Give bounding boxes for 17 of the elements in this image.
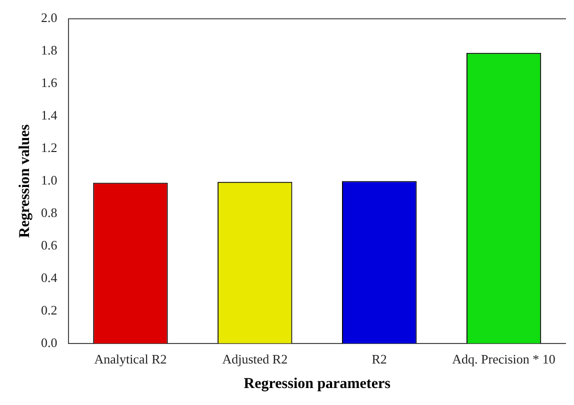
x-tick-label: R2 (372, 352, 387, 367)
y-tick-label: 2.0 (41, 10, 58, 26)
y-tick-label: 1.8 (41, 42, 58, 58)
y-tick-label: 1.6 (41, 75, 58, 90)
x-tick-label: Adjusted R2 (222, 352, 288, 367)
y-tick-label: 0.2 (41, 302, 58, 318)
x-axis-title: Regression parameters (244, 376, 391, 392)
x-tick-label: Adq. Precision * 10 (452, 352, 556, 367)
x-tick-label: Analytical R2 (94, 352, 167, 367)
y-tick-label: 0.4 (41, 270, 58, 285)
y-tick-label: 1.2 (41, 140, 58, 156)
y-tick-label: 0.8 (41, 204, 58, 220)
y-tick-label: 0.0 (41, 334, 58, 350)
y-tick-label: 0.6 (41, 237, 58, 252)
y-tick-label: 1.0 (41, 172, 58, 188)
y-axis-title: Regression values (16, 124, 33, 238)
y-tick-label: 1.4 (41, 108, 58, 123)
